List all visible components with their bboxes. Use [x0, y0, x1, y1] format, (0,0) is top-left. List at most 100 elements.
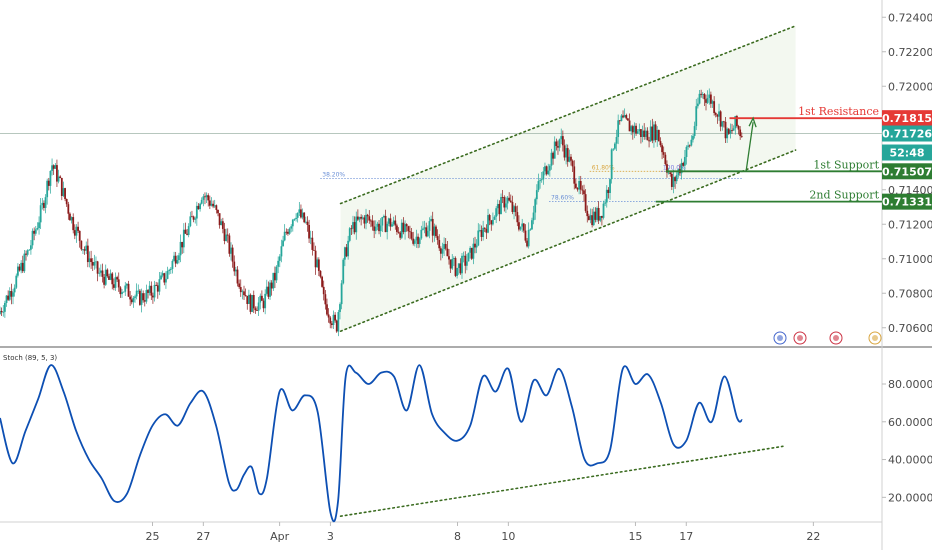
candle-body — [462, 255, 465, 257]
candle-body — [475, 245, 478, 248]
candle-body — [207, 195, 210, 201]
candle-body — [509, 200, 512, 202]
candle-body — [163, 273, 166, 283]
candle-body — [270, 282, 273, 289]
candle-body — [332, 314, 335, 325]
candle-body — [26, 250, 29, 255]
fib-level-label: 78.60% — [551, 194, 574, 201]
candle-body — [184, 229, 187, 234]
candle-body — [579, 181, 582, 190]
candle-body — [461, 255, 463, 274]
candle-body — [173, 255, 175, 261]
arrow-head — [748, 116, 757, 128]
candle-body — [631, 126, 634, 133]
candle-body — [374, 226, 377, 231]
price-tick-label: 0.72200 — [888, 46, 932, 59]
candle-body — [407, 226, 410, 232]
candle-body — [727, 128, 730, 134]
candle-body — [729, 130, 732, 134]
candle-body — [703, 94, 706, 100]
candle-body — [405, 224, 408, 227]
date-tick-label: 8 — [454, 530, 461, 543]
candle-body — [483, 227, 486, 229]
candle-body — [239, 287, 242, 293]
candle-body — [54, 165, 57, 169]
candle-body — [420, 229, 423, 239]
candle-body — [293, 218, 296, 220]
candle-body — [614, 143, 616, 149]
candle-body — [656, 130, 659, 140]
candle-body — [82, 249, 84, 251]
candle-body — [539, 180, 541, 182]
candle-body — [664, 154, 667, 165]
candle-body — [8, 291, 11, 300]
candle-body — [267, 286, 270, 297]
fib-level-label: 61.80% — [592, 164, 615, 171]
candle-body — [550, 152, 553, 166]
candle-body — [326, 304, 328, 315]
date-tick-label: 3 — [327, 530, 334, 543]
candle-body — [261, 295, 263, 301]
candle-body — [337, 312, 340, 332]
candle-body — [696, 103, 699, 107]
candle-body — [500, 197, 502, 215]
candle-body — [739, 129, 742, 137]
level-label: 1st Support — [813, 158, 879, 171]
candle-body — [13, 287, 16, 293]
stoch-panel: Stoch (89, 5, 3) — [0, 354, 784, 523]
channel-lower-line — [339, 149, 797, 333]
candle-body — [67, 204, 70, 214]
candle-body — [454, 258, 457, 276]
candle-body — [51, 165, 53, 171]
candle-body — [482, 227, 485, 237]
candle-body — [387, 218, 390, 224]
candle-body — [531, 220, 533, 230]
channel-lines — [339, 25, 797, 333]
candle-body — [182, 229, 185, 248]
candle-body — [740, 136, 743, 137]
candle-body — [399, 232, 402, 238]
candle-body — [690, 139, 693, 146]
candle-body — [0, 310, 1, 314]
candle-body — [467, 252, 470, 262]
candle-body — [553, 141, 556, 159]
candle-body — [199, 203, 201, 210]
candle-body — [498, 203, 501, 215]
candle-body — [301, 212, 304, 218]
candle-body — [142, 293, 145, 301]
candle-body — [644, 130, 647, 137]
candle-body — [257, 302, 260, 311]
candle-body — [581, 189, 584, 191]
candle-body — [688, 145, 691, 147]
candle-body — [166, 270, 169, 279]
candle-body — [226, 234, 229, 236]
candle-body — [571, 160, 574, 167]
price-tick-label: 0.71000 — [888, 253, 932, 266]
candle-body — [627, 118, 629, 121]
candle-body — [646, 130, 649, 141]
candle-body — [41, 202, 44, 206]
candle-body — [217, 209, 219, 214]
candle-body — [256, 310, 258, 311]
candle-body — [83, 249, 86, 251]
candle-body — [596, 208, 598, 220]
candle-body — [43, 202, 45, 208]
channel-fill — [340, 25, 796, 332]
candle-body — [459, 263, 462, 274]
candle-body — [373, 226, 376, 231]
candle-body — [321, 276, 323, 287]
candle-body — [583, 190, 585, 195]
candle-body — [716, 114, 719, 117]
event-icons — [773, 331, 882, 345]
candle-body — [104, 269, 107, 285]
level-label: 2nd Support — [809, 189, 879, 202]
candle-body — [339, 304, 341, 313]
candle-body — [426, 230, 429, 237]
candle-body — [737, 126, 740, 130]
candle-body — [695, 106, 698, 127]
candle-body — [441, 249, 444, 254]
candle-body — [99, 270, 102, 273]
candle-body — [685, 146, 688, 157]
candle-body — [56, 165, 58, 182]
candle-body — [152, 295, 154, 298]
